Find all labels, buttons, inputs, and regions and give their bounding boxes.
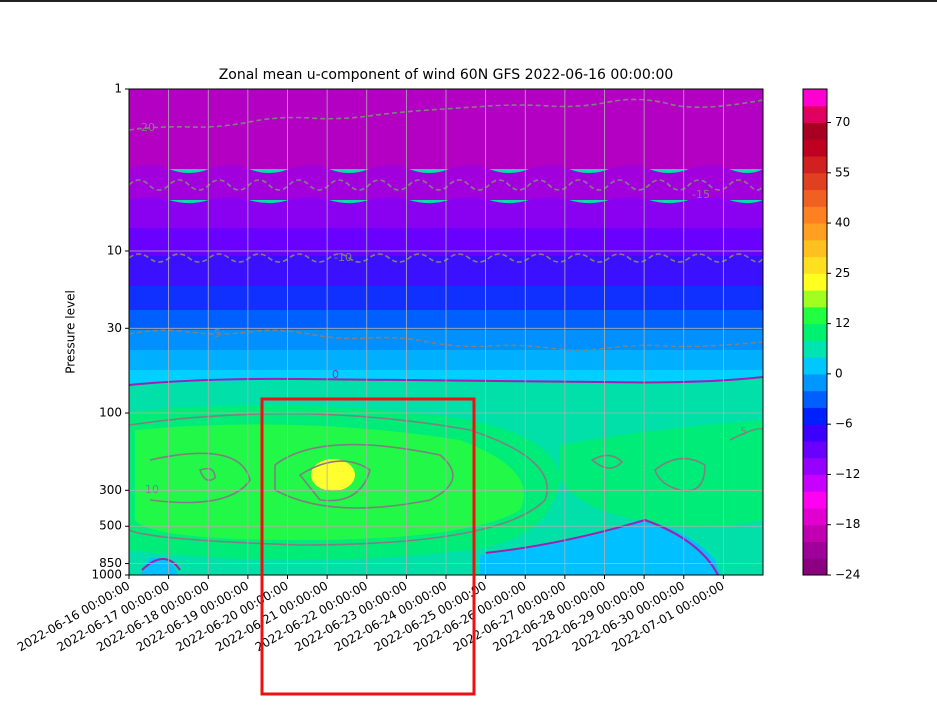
y-tick-label: 1 xyxy=(114,82,122,96)
colorbar-band xyxy=(803,239,827,258)
colorbar-band xyxy=(803,206,827,224)
contour-label: -5 xyxy=(210,327,221,340)
colorbar-tick-label: 25 xyxy=(835,266,850,280)
colorbar-tick-label: −12 xyxy=(835,467,860,481)
colorbar-frame xyxy=(802,88,828,576)
colorbar-band xyxy=(803,474,827,492)
colorbar-band xyxy=(803,541,827,559)
y-tick-label: 30 xyxy=(107,321,122,335)
y-tick-label: 100 xyxy=(99,406,122,420)
plot-frame xyxy=(128,88,764,576)
colorbar-band xyxy=(803,491,827,509)
contour-label: -10 xyxy=(334,251,352,264)
colorbar-band xyxy=(803,357,827,375)
colorbar-band xyxy=(803,290,827,308)
contour-labels: -20 -15 -10 -5 0 10 5 xyxy=(137,121,747,496)
colorbar-band xyxy=(803,105,827,124)
contour-lines xyxy=(128,98,764,576)
y-tick-label: 1000 xyxy=(91,568,122,582)
colorbar-tick-label: −18 xyxy=(835,517,860,531)
contour-label: -15 xyxy=(692,188,710,201)
colorbar-band xyxy=(803,223,827,241)
contour-label: 10 xyxy=(145,483,159,496)
colorbar-tick-label: 12 xyxy=(835,316,850,330)
colorbar-band xyxy=(803,256,827,274)
colorbar-band xyxy=(803,139,827,157)
contour-label: -20 xyxy=(137,121,155,134)
colorbar-tick-label: −24 xyxy=(835,568,860,582)
colorbar-band xyxy=(803,306,827,325)
colorbar-band xyxy=(803,189,827,207)
colorbar-band xyxy=(803,457,827,475)
colorbar-band xyxy=(803,424,827,442)
colorbar-tick-label: 70 xyxy=(835,115,850,129)
frame-edge xyxy=(0,0,937,2)
y-axis-label: Pressure level xyxy=(64,290,78,374)
colorbar-band xyxy=(803,156,827,174)
colorbar-tick-label: −6 xyxy=(835,417,853,431)
contour-label: 5 xyxy=(740,425,747,438)
colorbar-band xyxy=(803,172,827,191)
colorbar-band xyxy=(803,323,827,341)
y-tick-label: 300 xyxy=(99,483,122,497)
colorbar-band xyxy=(803,407,827,425)
colorbar-band xyxy=(803,390,827,408)
colorbar-band xyxy=(803,558,827,576)
contour-label: 0 xyxy=(332,368,339,381)
highlight-box xyxy=(260,397,476,696)
chart-title: Zonal mean u-component of wind 60N GFS 2… xyxy=(219,67,674,83)
colorbar-tick-label: 0 xyxy=(835,366,843,380)
colorbar-band xyxy=(803,273,827,291)
y-tick-label: 500 xyxy=(99,519,122,533)
colorbar-band xyxy=(803,89,827,107)
colorbar-tick-label: 55 xyxy=(835,165,850,179)
colorbar-band xyxy=(803,122,827,140)
y-tick-label: 850 xyxy=(99,556,122,570)
colorbar-band xyxy=(803,340,827,358)
colorbar-band xyxy=(803,440,827,459)
colorbar-band xyxy=(803,524,827,542)
colorbar-band xyxy=(803,373,827,392)
colorbar-band xyxy=(803,507,827,526)
y-tick-label: 10 xyxy=(107,244,122,258)
colorbar-tick-label: 40 xyxy=(835,216,850,230)
